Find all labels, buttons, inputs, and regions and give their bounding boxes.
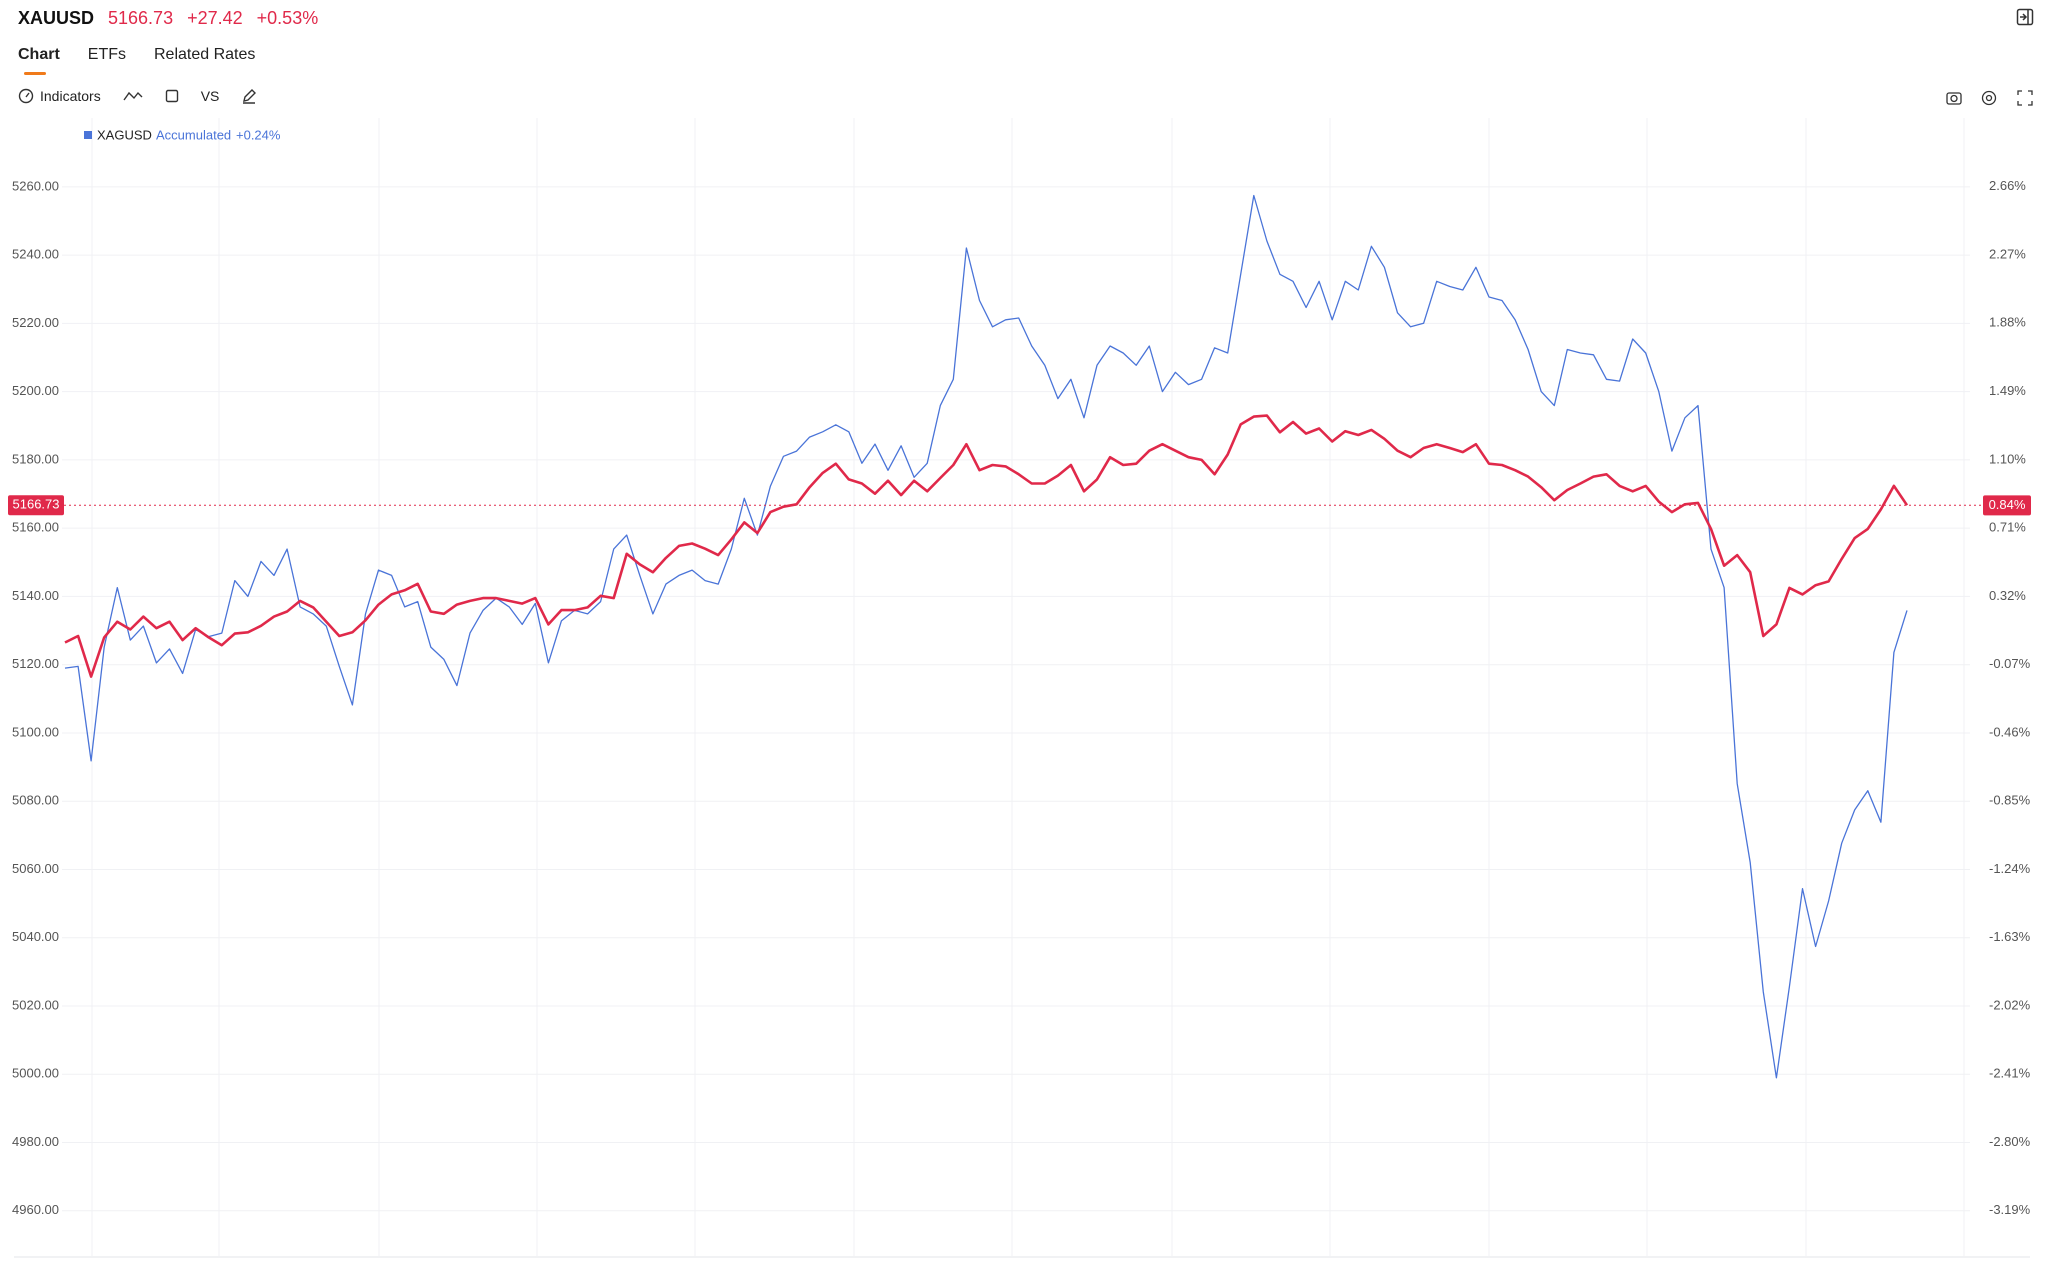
price: 5166.73 <box>108 7 174 28</box>
settings-button[interactable] <box>1981 90 1997 106</box>
y2-tick-label: 1.88% <box>1989 315 2026 330</box>
tab[interactable]: ETFs <box>87 46 126 63</box>
y2-tick-label: 0.32% <box>1989 588 2026 603</box>
toolbar: Indicators VS <box>18 88 257 104</box>
y2-tick-label: -3.19% <box>1989 1202 2031 1217</box>
legend: XAGUSD Accumulated +0.24% <box>84 127 281 142</box>
legend-value: +0.24% <box>236 127 281 142</box>
change: +27.42 <box>187 7 243 28</box>
icon <box>18 88 34 104</box>
y2-tick-label: -0.85% <box>1989 793 2031 808</box>
current-pct-tag <box>1983 495 2031 516</box>
y-tick-label: 5200.00 <box>12 383 59 398</box>
symbol: XAUUSD <box>18 7 95 28</box>
current-pct-label: 0.84% <box>1989 497 2026 512</box>
y-tick-label: 5020.00 <box>12 997 59 1012</box>
y-tick-label: 5160.00 <box>12 520 59 535</box>
indicators-label: Indicators <box>40 88 101 104</box>
change-pct: +0.53% <box>256 7 319 28</box>
y-tick-label: 5260.00 <box>12 178 59 193</box>
legend-mode: Accumulated <box>156 127 231 142</box>
y2-tick-label: 2.27% <box>1989 246 2026 261</box>
rect-tool[interactable] <box>165 89 179 103</box>
fullscreen-button[interactable] <box>2017 90 2033 106</box>
y-tick-label: 5100.00 <box>12 724 59 739</box>
y-tick-label: 4960.00 <box>12 1202 59 1217</box>
y-tick-label: 5140.00 <box>12 588 59 603</box>
compare-button[interactable]: VS <box>200 88 220 104</box>
indicators-button[interactable]: Indicators <box>18 88 101 104</box>
legend-label: XAGUSD <box>97 127 152 142</box>
y2-tick-label: 1.49% <box>1989 383 2026 398</box>
panel-toggle[interactable] <box>2016 8 2034 26</box>
y-tick-label: 5080.00 <box>12 793 59 808</box>
y2-tick-label: -2.80% <box>1989 1134 2031 1149</box>
tab-underline <box>24 72 46 75</box>
line-tool[interactable] <box>123 89 143 103</box>
y2-tick-label: -0.46% <box>1989 724 2031 739</box>
series-line <box>64 414 1909 678</box>
y2-tick-label: -2.41% <box>1989 1066 2031 1081</box>
y-tick-label: 5240.00 <box>12 247 59 262</box>
y2-tick-label: -2.02% <box>1989 997 2031 1012</box>
y-tick-label: 5000.00 <box>12 1066 59 1081</box>
header: XAUUSD 5166.73 +27.42 +0.53% <box>18 6 318 30</box>
y-tick-label: 5040.00 <box>12 929 59 944</box>
y2-tick-label: -0.07% <box>1989 656 2031 671</box>
chart-actions <box>1946 90 2033 106</box>
y2-tick-label: -1.24% <box>1989 861 2031 876</box>
v-grid <box>91 118 1965 1256</box>
tab[interactable]: Related Rates <box>154 46 256 63</box>
y2-tick-label: 0.71% <box>1989 520 2026 535</box>
draw-tool[interactable] <box>241 88 257 104</box>
current-price-tag <box>8 495 64 516</box>
y-tick-label: 4980.00 <box>12 1134 59 1149</box>
tabs: Chart ETFs Related Rates <box>18 46 255 64</box>
y-tick-label: 5220.00 <box>12 315 59 330</box>
y-tick-label: 5060.00 <box>12 861 59 876</box>
tab[interactable]: Chart <box>18 46 60 63</box>
y2-tick-label: 2.66% <box>1989 178 2026 193</box>
legend-swatch <box>84 131 92 139</box>
y2-tick-label: 1.10% <box>1989 451 2026 466</box>
screenshot-button[interactable] <box>1946 92 1962 105</box>
series-line <box>64 194 1908 1079</box>
y-tick-label: 5180.00 <box>12 451 59 466</box>
y2-tick-label: -1.63% <box>1989 929 2031 944</box>
y-tick-label: 5120.00 <box>12 656 59 671</box>
current-price-label: 5166.73 <box>13 497 60 512</box>
